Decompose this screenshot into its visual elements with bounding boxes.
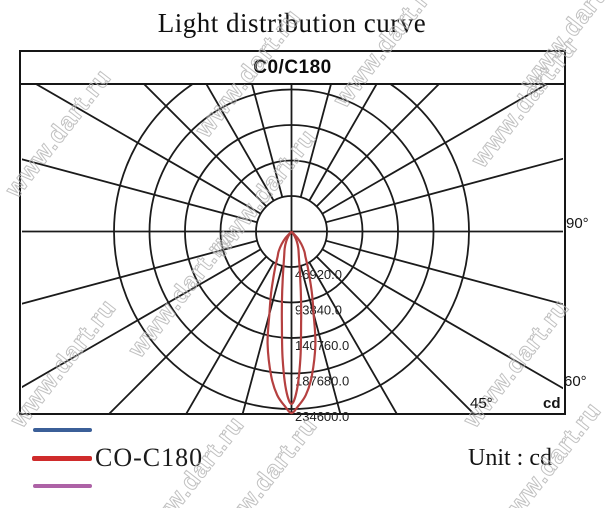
grid-spoke <box>299 265 342 414</box>
legend-line-blue <box>33 428 92 432</box>
grid-spoke <box>22 239 258 305</box>
legend-line-purple <box>33 484 92 488</box>
angle-label-90: 90° <box>566 215 589 232</box>
grid-spoke <box>107 255 268 414</box>
grid-spoke <box>185 261 275 414</box>
angle-label-45: 45° <box>470 395 493 412</box>
unit-corner-label: cd <box>543 395 561 412</box>
grid-spoke <box>315 255 476 414</box>
grid-spoke <box>35 85 262 215</box>
grid-spoke <box>299 85 332 198</box>
radial-tick-label: 46920.0 <box>295 267 342 282</box>
grid-spoke <box>325 239 563 306</box>
beam-inner-lobe <box>280 230 303 406</box>
beam-curve-CO-C180 <box>266 230 317 415</box>
grid-spoke <box>321 85 548 215</box>
grid-spoke <box>321 248 563 390</box>
unit-label: Unit : cd <box>468 445 552 471</box>
grid-spoke <box>251 85 284 198</box>
radial-tick-label: 187680.0 <box>295 374 349 389</box>
page-title: Light distribution curve <box>157 8 427 38</box>
grid-spoke <box>315 85 440 208</box>
radial-tick-label: 140760.0 <box>295 338 349 353</box>
grid-spoke <box>22 158 258 224</box>
grid-spoke <box>308 85 378 202</box>
radial-tick-labels: 46920.0 93840.0 140760.0 187680.0 234600.0 <box>295 267 349 424</box>
grid-spoke <box>143 85 268 208</box>
radial-tick-label: 234600.0 <box>295 409 349 424</box>
grid-spoke <box>325 157 563 224</box>
grid-spoke <box>308 261 398 414</box>
grid-spoke <box>241 265 284 414</box>
grid-spoke <box>22 248 262 389</box>
chart-frame: C0/C180 <box>19 50 566 415</box>
beam-outer-lobe <box>266 230 317 415</box>
legend-line-red <box>32 456 92 461</box>
grid-spoke <box>205 85 275 202</box>
legend-series-label: CO-C180 <box>95 443 204 472</box>
radial-tick-label: 93840.0 <box>295 303 342 318</box>
angle-label-60: 60° <box>564 373 587 390</box>
plane-header: C0/C180 <box>21 52 564 85</box>
